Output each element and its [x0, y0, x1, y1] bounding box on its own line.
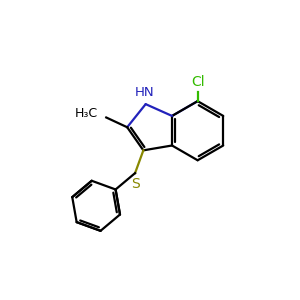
- Text: HN: HN: [135, 86, 154, 99]
- Text: S: S: [131, 177, 140, 191]
- Text: H₃C: H₃C: [74, 107, 98, 120]
- Text: Cl: Cl: [191, 75, 205, 89]
